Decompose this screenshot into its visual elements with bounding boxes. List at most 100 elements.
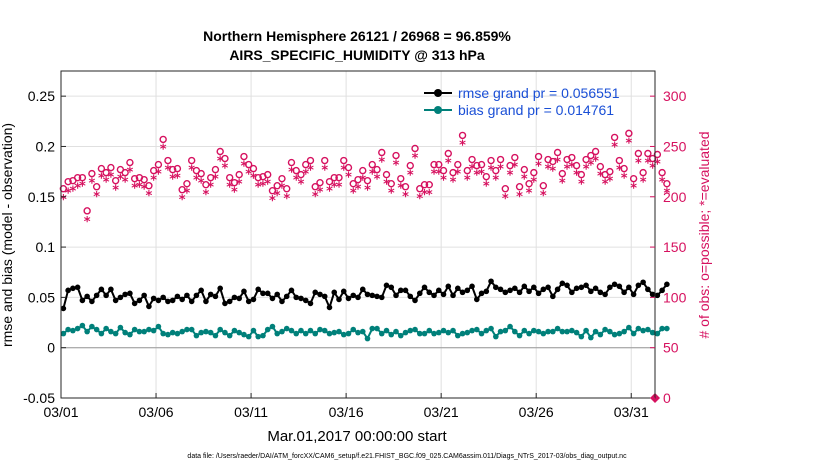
obs-evaluated-marker: * [222, 162, 229, 177]
bias-point [621, 328, 627, 335]
rmse-point [450, 292, 456, 299]
obs-evaluated-marker: * [630, 182, 637, 197]
obs-possible-marker [254, 173, 262, 182]
obs-evaluated-marker: * [355, 183, 362, 198]
rmse-point [630, 291, 637, 298]
bias-point [70, 327, 76, 334]
obs-evaluated-marker: * [165, 164, 172, 179]
rmse-point [136, 297, 143, 304]
obs-possible-marker [506, 161, 514, 170]
rmse-point [469, 283, 475, 290]
rmse-point [654, 292, 661, 299]
obs-possible-marker [359, 166, 367, 175]
obs-evaluated-marker: * [203, 188, 210, 203]
obs-evaluated-marker: * [421, 188, 428, 203]
obs-evaluated-marker: * [274, 189, 281, 204]
rmse-point [412, 297, 418, 304]
obs-possible-marker [202, 180, 210, 189]
obs-evaluated-marker: * [69, 185, 76, 200]
obs-evaluated-marker: * [644, 157, 651, 172]
bias-point [127, 331, 133, 338]
rmse-point [231, 294, 238, 301]
rmse-point [393, 292, 399, 299]
obs-possible-marker [283, 185, 291, 193]
obs-possible-marker [245, 160, 253, 169]
data-file-footer: data file: /Users/raeder/DAI/ATM_forcXX/… [187, 453, 627, 460]
rmse-point [483, 288, 490, 295]
obs-possible-marker [363, 176, 372, 185]
bias-point [355, 329, 361, 336]
obs-evaluated-marker: * [107, 171, 114, 186]
bias-point [393, 328, 399, 335]
rmse-point [255, 286, 262, 293]
obs-possible-marker [159, 135, 167, 144]
obs-evaluated-marker: * [117, 173, 124, 188]
bias-point [431, 330, 437, 337]
obs-evaluated-marker: * [535, 160, 542, 175]
obs-evaluated-marker: * [659, 176, 666, 191]
bias-point [312, 330, 319, 337]
rmse-point [288, 287, 295, 294]
x-tick-label: 03/26 [519, 404, 554, 420]
obs-possible-marker [653, 150, 662, 159]
obs-possible-marker [387, 179, 395, 188]
y-right-tick-label: 100 [663, 289, 687, 305]
rmse-point [302, 297, 309, 304]
bias-point [592, 328, 599, 335]
bias-point [364, 335, 371, 342]
obs-possible-marker [335, 173, 343, 182]
obs-possible-marker [340, 156, 348, 165]
bias-point [150, 327, 157, 334]
bias-point [160, 330, 166, 337]
rmse-point [554, 286, 561, 293]
rmse-point [298, 295, 304, 302]
rmse-point [569, 289, 575, 296]
bias-point [108, 328, 114, 335]
obs-evaluated-marker: * [407, 169, 414, 184]
rmse-point [512, 285, 518, 292]
bias-point [236, 329, 242, 336]
rmse-point [169, 297, 176, 304]
obs-possible-marker [525, 179, 533, 188]
obs-evaluated-marker: * [212, 173, 219, 188]
bias-point [478, 330, 485, 337]
y-right-tick-label: 50 [663, 340, 679, 356]
rmse-point [212, 293, 219, 300]
bias-point [193, 332, 200, 339]
obs-evaluated-marker: * [469, 163, 476, 178]
rmse-point [416, 290, 423, 297]
obs-evaluated-marker: * [635, 157, 642, 172]
rmse-point [89, 298, 95, 305]
rmse-point [521, 283, 528, 290]
bias-point [659, 325, 665, 332]
obs-evaluated-marker: * [402, 190, 409, 205]
obs-possible-marker [549, 157, 557, 166]
rmse-point [550, 293, 556, 300]
rmse-point [645, 286, 651, 293]
obs-possible-marker [397, 174, 405, 183]
obs-evaluated-marker: * [621, 172, 628, 187]
y-left-tick-label: 0.1 [36, 239, 56, 255]
rmse-point [578, 284, 585, 291]
bias-point [545, 328, 551, 335]
obs-evaluated-marker: * [269, 194, 276, 209]
rmse-point [283, 293, 290, 300]
bias-point [283, 325, 290, 332]
bias-point [141, 328, 147, 335]
obs-evaluated-marker: * [397, 182, 404, 197]
obs-evaluated-marker: * [663, 187, 670, 202]
bias-point [450, 327, 456, 334]
y-left-tick-label: 0 [47, 340, 55, 356]
bias-point [279, 328, 285, 335]
obs-evaluated-marker: * [112, 184, 119, 199]
bias-point [626, 324, 632, 331]
obs-evaluated-marker: * [288, 166, 295, 181]
bias-point [302, 330, 309, 337]
obs-possible-marker [287, 158, 296, 167]
bias-point [521, 327, 528, 334]
bias-point [512, 328, 518, 335]
obs-evaluated-marker: * [250, 172, 257, 187]
obs-possible-marker [401, 183, 410, 191]
rmse-point [350, 292, 357, 299]
obs-possible-marker [639, 168, 647, 177]
